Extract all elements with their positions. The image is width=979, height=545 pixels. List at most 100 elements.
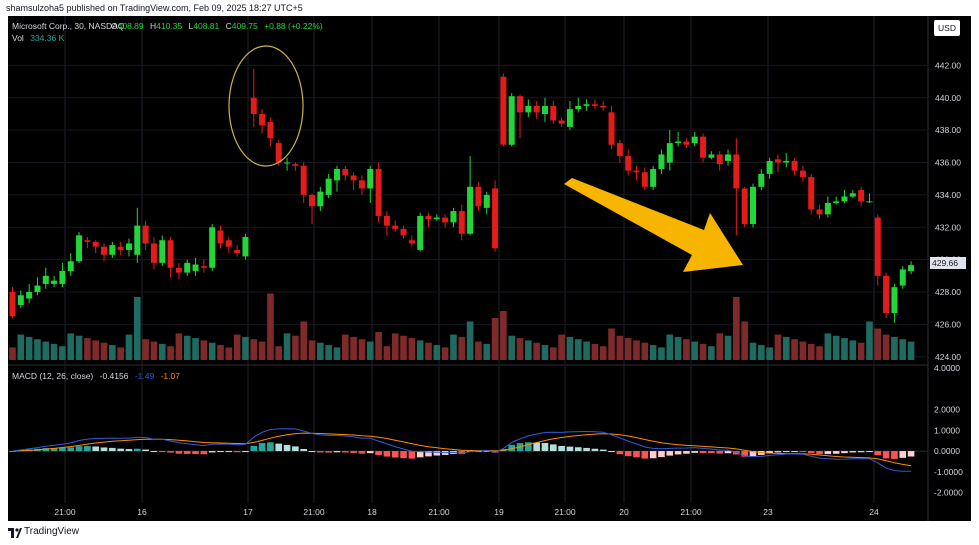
volume-bar: [716, 333, 723, 360]
candle-body: [309, 194, 316, 207]
volume-bar: [175, 333, 183, 360]
candle-body: [400, 228, 407, 236]
volume-bar: [807, 343, 815, 360]
macd-histogram-bar: [59, 447, 66, 452]
macd-histogram-bar: [583, 447, 590, 452]
open-value: 408.89: [118, 21, 144, 31]
volume-bar: [408, 338, 416, 360]
volume-bar: [624, 338, 632, 360]
candle-body: [175, 267, 182, 273]
candle-body: [641, 172, 648, 187]
candle-body: [791, 160, 798, 171]
macd-histogram-bar: [799, 451, 807, 453]
volume-bar: [533, 342, 540, 360]
volume-bar: [574, 339, 582, 360]
candle-body: [866, 201, 873, 203]
macd-histogram-bar: [782, 451, 790, 453]
candle-body: [841, 196, 848, 202]
candle-body: [350, 175, 357, 181]
open-label: O: [111, 21, 118, 31]
candle-body: [833, 201, 840, 203]
candle-body: [450, 211, 457, 223]
macd-histogram-bar: [217, 451, 224, 453]
macd-histogram-bar: [158, 451, 166, 453]
macd-histogram-bar: [225, 451, 233, 453]
macd-histogram-bar: [791, 451, 798, 453]
vol-label: Vol: [12, 33, 24, 43]
candle-body: [442, 217, 449, 223]
macd-histogram-bar: [591, 448, 599, 452]
candle-body: [716, 154, 723, 165]
macd-histogram-bar: [383, 451, 391, 457]
candle-body: [700, 136, 707, 158]
volume-bar: [766, 347, 773, 360]
volume-bar: [550, 347, 557, 360]
macd-histogram-bar: [874, 451, 882, 456]
volume-bar: [100, 342, 108, 360]
volume-bar: [874, 328, 882, 360]
macd-histogram-bar: [699, 451, 707, 454]
candlestick-chart[interactable]: 442.00440.00438.00436.00434.00432.00430.…: [8, 16, 971, 521]
candle-body: [541, 105, 548, 114]
candle-body: [799, 170, 806, 178]
volume-bar: [342, 334, 349, 360]
volume-bar: [741, 321, 748, 360]
candle-body: [26, 292, 33, 299]
volume-bar: [242, 336, 249, 360]
macd-histogram-bar: [624, 451, 632, 457]
candle-body: [109, 245, 116, 255]
currency-label: USD: [938, 23, 956, 33]
currency-box[interactable]: [934, 20, 960, 36]
volume-bar: [366, 341, 374, 360]
candle-body: [658, 154, 665, 170]
candle-body: [666, 143, 673, 163]
price-axis[interactable]: 442.00440.00438.00436.00434.00432.00430.…: [935, 60, 961, 361]
candle-body: [200, 266, 207, 268]
candle-body: [267, 122, 274, 139]
macd-histogram-bar: [358, 451, 366, 454]
macd-histogram-bar: [117, 448, 124, 452]
candle-body: [42, 275, 49, 284]
macd-histogram-bar: [100, 447, 108, 452]
volume-bar: [75, 335, 83, 360]
annotations: [228, 45, 743, 272]
low-label: L: [189, 21, 194, 31]
macd-histogram-bar: [75, 446, 83, 452]
volume-bar: [466, 321, 474, 360]
time-tick-label: 24: [869, 507, 879, 517]
candle-body: [733, 154, 740, 189]
macd-pane[interactable]: 4.0000 2.0000 1.0000 0.0000 -1.0000 -2.0000: [8, 363, 963, 498]
volume-bar: [782, 336, 790, 360]
macd-histogram-bar: [333, 451, 341, 453]
candle-body: [533, 105, 540, 113]
macd-histogram-bar: [84, 446, 91, 452]
chart-pane[interactable]: 442.00440.00438.00436.00434.00432.00430.…: [8, 16, 971, 521]
volume-bar: [9, 347, 16, 360]
volume-bar: [733, 297, 740, 360]
candle-body: [816, 209, 823, 215]
volume-bar: [109, 345, 116, 360]
candle-body: [250, 97, 257, 114]
macd-histogram-bar: [724, 451, 732, 454]
volume-bar: [84, 338, 91, 360]
volume-bar: [857, 342, 865, 360]
candle-body: [325, 178, 332, 195]
macd-histogram-bar: [774, 451, 782, 453]
volume-bar: [391, 333, 399, 360]
macd-histogram-bar: [200, 451, 208, 455]
macd-tick-label: -2.0000: [934, 488, 963, 498]
macd-histogram-bar: [400, 451, 407, 459]
symbol-legend: Microsoft Corp., 30, NASDAQ: [12, 21, 125, 31]
time-tick-label: 20: [619, 507, 629, 517]
candle-body: [633, 170, 640, 173]
volume-bar: [791, 339, 798, 360]
footer: TradingView: [0, 521, 979, 545]
time-axis[interactable]: 21:00 16 17 21:00 18 21:00 19 21:00 20 21:00 23 24: [54, 507, 879, 517]
volume-bar: [483, 343, 491, 360]
price-tick-label: 440.00: [935, 93, 961, 103]
volume-bar: [300, 321, 307, 360]
candle-body: [458, 211, 465, 234]
price-tick-label: 438.00: [935, 125, 961, 135]
volume-bar: [17, 334, 25, 360]
macd-histogram-bar: [866, 451, 873, 453]
